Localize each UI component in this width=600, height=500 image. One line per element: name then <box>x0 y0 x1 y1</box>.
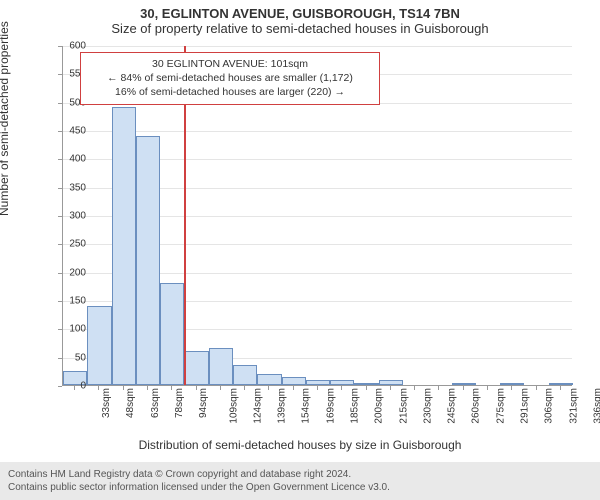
x-tick-label: 306sqm <box>544 388 555 424</box>
y-tick-mark <box>58 103 62 104</box>
annotation-line: ← 84% of semi-detached houses are smalle… <box>89 71 371 85</box>
annotation-line: 30 EGLINTON AVENUE: 101sqm <box>89 57 371 71</box>
y-tick-mark <box>58 244 62 245</box>
histogram-bar <box>500 383 524 385</box>
x-tick-label: 215sqm <box>398 388 409 424</box>
histogram-bar <box>209 348 233 385</box>
x-tick-mark <box>487 386 488 390</box>
x-tick-label: 48sqm <box>125 388 136 418</box>
footer-line-2: Contains public sector information licen… <box>8 481 592 494</box>
histogram-bar <box>136 136 160 385</box>
histogram-bar <box>549 383 573 385</box>
x-tick-label: 109sqm <box>228 388 239 424</box>
x-tick-label: 124sqm <box>252 388 263 424</box>
title-block: 30, EGLINTON AVENUE, GUISBOROUGH, TS14 7… <box>0 0 600 36</box>
x-tick-label: 200sqm <box>374 388 385 424</box>
chart-root: 30, EGLINTON AVENUE, GUISBOROUGH, TS14 7… <box>0 0 600 500</box>
x-tick-mark <box>536 386 537 390</box>
x-tick-mark <box>438 386 439 390</box>
x-tick-label: 291sqm <box>520 388 531 424</box>
histogram-bar <box>354 383 378 385</box>
x-tick-label: 33sqm <box>101 388 112 418</box>
x-tick-mark <box>147 386 148 390</box>
y-tick-mark <box>58 159 62 160</box>
gridline <box>63 46 572 47</box>
x-tick-mark <box>390 386 391 390</box>
y-tick-mark <box>58 46 62 47</box>
x-tick-mark <box>196 386 197 390</box>
histogram-bar <box>452 383 476 385</box>
x-tick-mark <box>511 386 512 390</box>
annotation-line: 16% of semi-detached houses are larger (… <box>89 85 371 99</box>
gridline <box>63 131 572 132</box>
x-tick-label: 275sqm <box>495 388 506 424</box>
annotation-box: 30 EGLINTON AVENUE: 101sqm← 84% of semi-… <box>80 52 380 105</box>
x-tick-mark <box>560 386 561 390</box>
histogram-bar <box>306 380 330 385</box>
x-tick-mark <box>220 386 221 390</box>
y-tick-mark <box>58 329 62 330</box>
x-tick-mark <box>98 386 99 390</box>
histogram-bar <box>160 283 184 385</box>
y-axis-title: Number of semi-detached properties <box>0 21 11 216</box>
x-tick-mark <box>74 386 75 390</box>
histogram-bar <box>233 365 257 385</box>
x-tick-label: 94sqm <box>198 388 209 418</box>
y-tick-mark <box>58 131 62 132</box>
y-tick-mark <box>58 216 62 217</box>
x-tick-mark <box>268 386 269 390</box>
x-tick-mark <box>366 386 367 390</box>
histogram-bar <box>184 351 208 385</box>
histogram-bar <box>112 107 136 385</box>
x-tick-mark <box>317 386 318 390</box>
x-axis-title: Distribution of semi-detached houses by … <box>0 438 600 452</box>
x-tick-mark <box>414 386 415 390</box>
y-tick-mark <box>58 273 62 274</box>
x-tick-mark <box>463 386 464 390</box>
x-tick-label: 230sqm <box>422 388 433 424</box>
x-tick-label: 260sqm <box>471 388 482 424</box>
x-tick-mark <box>171 386 172 390</box>
y-tick-mark <box>58 301 62 302</box>
x-tick-label: 63sqm <box>150 388 161 418</box>
histogram-bar <box>282 377 306 386</box>
x-tick-mark <box>123 386 124 390</box>
x-tick-mark <box>293 386 294 390</box>
y-tick-mark <box>58 358 62 359</box>
x-tick-label: 185sqm <box>350 388 361 424</box>
histogram-bar <box>330 380 354 385</box>
x-tick-label: 321sqm <box>568 388 579 424</box>
x-tick-label: 139sqm <box>277 388 288 424</box>
histogram-bar <box>87 306 111 385</box>
x-tick-label: 169sqm <box>325 388 336 424</box>
footer-line-1: Contains HM Land Registry data © Crown c… <box>8 468 592 481</box>
x-tick-label: 154sqm <box>301 388 312 424</box>
x-tick-mark <box>244 386 245 390</box>
histogram-bar <box>257 374 281 385</box>
y-tick-mark <box>58 386 62 387</box>
chart-title-address: 30, EGLINTON AVENUE, GUISBOROUGH, TS14 7… <box>0 6 600 21</box>
y-tick-mark <box>58 188 62 189</box>
x-tick-label: 336sqm <box>592 388 600 424</box>
attribution-footer: Contains HM Land Registry data © Crown c… <box>0 462 600 500</box>
x-tick-label: 78sqm <box>174 388 185 418</box>
chart-subtitle: Size of property relative to semi-detach… <box>0 21 600 36</box>
x-tick-label: 245sqm <box>447 388 458 424</box>
x-tick-mark <box>341 386 342 390</box>
y-tick-mark <box>58 74 62 75</box>
histogram-bar <box>379 380 403 385</box>
